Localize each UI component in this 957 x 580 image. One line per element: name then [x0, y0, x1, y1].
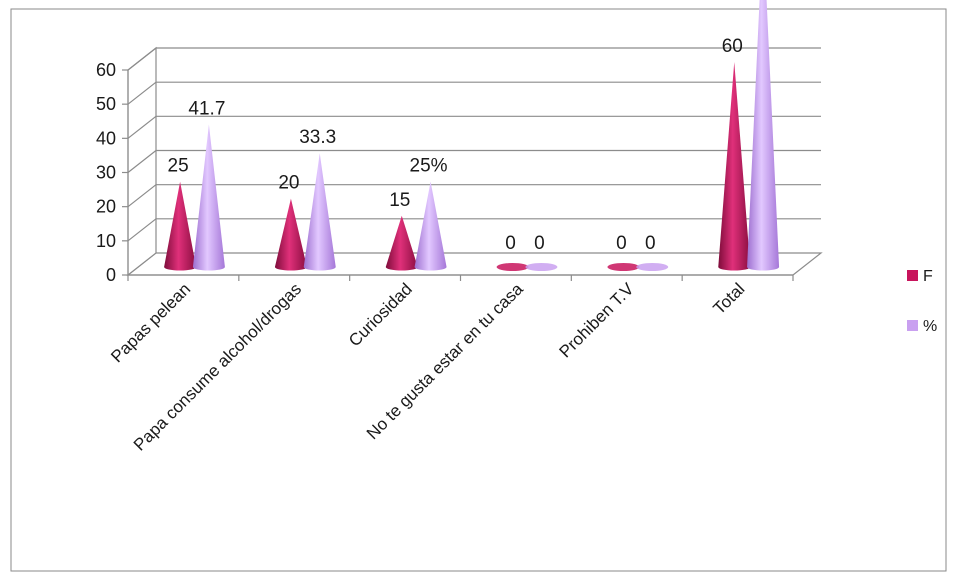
gridline — [127, 218, 821, 242]
gridline — [127, 47, 821, 71]
data-cone-pct — [192, 124, 225, 271]
data-cone-pct — [303, 153, 336, 271]
legend-swatch — [907, 320, 918, 331]
data-label: 0 — [616, 233, 627, 254]
gridline — [127, 115, 821, 139]
y-tick-label: 50 — [96, 94, 116, 114]
data-label: 60 — [722, 36, 743, 57]
data-label: 15 — [389, 190, 410, 211]
data-label: 20 — [278, 173, 299, 194]
data-label: 25 — [168, 156, 189, 177]
chart-floor — [126, 252, 823, 276]
data-cone-f — [164, 181, 197, 271]
data-cone-pct — [525, 263, 558, 271]
data-cone-f — [496, 263, 529, 271]
chart-border — [10, 8, 947, 572]
data-label: 0 — [505, 233, 516, 254]
gridline — [127, 149, 821, 173]
data-label: 25% — [410, 156, 448, 177]
data-label: 41.7 — [188, 99, 225, 120]
legend-label: % — [923, 318, 937, 335]
data-cone-f — [385, 215, 418, 271]
data-label: 33.3 — [299, 127, 336, 148]
data-cone-f — [274, 198, 307, 271]
y-tick-label: 60 — [96, 60, 116, 80]
y-tick-label: 20 — [96, 197, 116, 217]
y-tick-label: 30 — [96, 163, 116, 183]
data-cone-f — [607, 263, 640, 271]
data-cone-pct — [636, 263, 669, 271]
data-cone-f — [718, 62, 751, 271]
gridline — [127, 81, 821, 105]
data-label: 0 — [645, 233, 656, 254]
y-tick-label: 10 — [96, 231, 116, 251]
legend-label: F — [923, 268, 933, 285]
y-tick-label: 0 — [106, 265, 116, 285]
legend-swatch — [907, 270, 918, 281]
data-label: 0 — [534, 233, 545, 254]
y-tick-label: 40 — [96, 128, 116, 148]
gridline — [127, 184, 821, 208]
data-cone-pct — [414, 181, 447, 271]
data-cone-pct — [747, 0, 780, 271]
